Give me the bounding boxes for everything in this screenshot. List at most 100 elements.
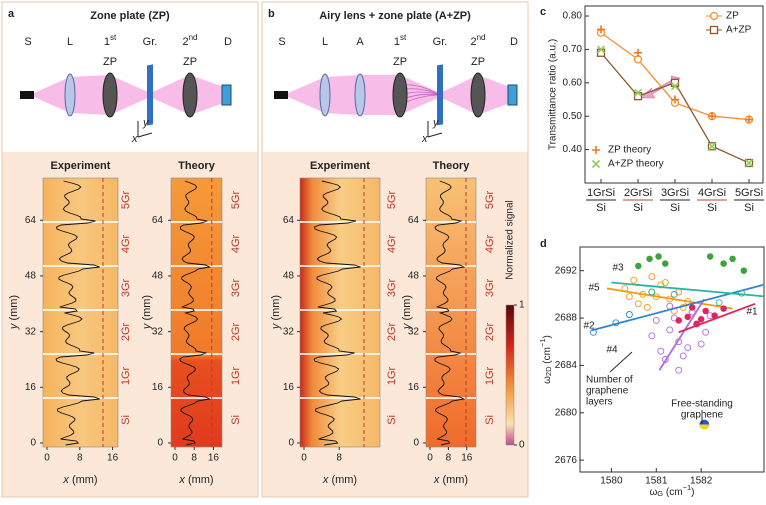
y-tick-label: 16 xyxy=(25,382,37,393)
data-point xyxy=(675,317,682,324)
layer-label: 5Gr xyxy=(230,190,242,209)
text-part: S xyxy=(24,36,31,48)
x-tick-label: 0 xyxy=(172,453,178,464)
layer-label: 4Gr xyxy=(230,234,242,253)
profile-curve xyxy=(434,180,466,446)
text-part: x xyxy=(322,474,329,486)
y-tick-label: 32 xyxy=(283,326,295,337)
text-part: ω xyxy=(649,487,657,498)
data-point xyxy=(655,253,662,260)
data-point xyxy=(671,95,679,104)
x-tick-label: 5GrSi xyxy=(735,187,763,199)
panel-letter: b xyxy=(268,8,275,20)
data-point xyxy=(625,293,633,301)
y-tick-label: 0 xyxy=(30,438,36,449)
zone-plate xyxy=(102,72,118,118)
layer-label: 3Gr xyxy=(120,278,132,297)
setup-label: Gr. xyxy=(143,36,158,48)
series-label: #5 xyxy=(588,283,600,294)
y-tick-label: 0.50 xyxy=(563,111,583,122)
data-point xyxy=(670,290,678,298)
setup-label: ZP xyxy=(471,56,485,68)
x-tick-label: 0 xyxy=(427,453,433,464)
text-part: L xyxy=(67,36,73,48)
y-tick-label: 64 xyxy=(25,215,37,226)
text-part: 2 xyxy=(470,36,476,48)
layer-label: 3Gr xyxy=(230,278,242,297)
data-point xyxy=(625,311,633,318)
detector xyxy=(507,84,518,106)
text-part: L xyxy=(322,36,328,48)
text-part: x xyxy=(62,474,69,486)
y-tick-label: 32 xyxy=(152,326,164,337)
setup-label: D xyxy=(224,36,232,48)
data-point xyxy=(706,253,714,260)
x-tick-label: 1GrSi xyxy=(587,187,615,199)
axes-icon-label: x xyxy=(131,133,138,145)
lens xyxy=(354,73,366,117)
series-label: #2 xyxy=(583,321,595,332)
data-point xyxy=(720,305,727,312)
y-tick-label: 0.80 xyxy=(563,11,583,22)
detector xyxy=(221,84,232,106)
x-sublabel: Si xyxy=(670,202,680,214)
text-part: (mm) xyxy=(439,474,468,486)
axes-icon-label: y xyxy=(142,117,150,129)
y-tick-label: 2680 xyxy=(555,407,578,418)
data-point xyxy=(643,303,651,311)
setup-label: ZP xyxy=(103,56,117,68)
text-part: (mm) xyxy=(69,474,98,486)
annotation-arrow xyxy=(609,351,633,373)
layer-label: 4Gr xyxy=(484,234,496,253)
legend-label: ZP theory xyxy=(608,145,651,156)
y-tick-label: 48 xyxy=(283,271,295,282)
layer-label: Si xyxy=(230,415,242,425)
layer-label: 5Gr xyxy=(484,190,496,209)
x-tick-label: 16 xyxy=(107,453,119,464)
x-tick-label: 3GrSi xyxy=(661,187,689,199)
data-point xyxy=(684,313,691,321)
text-part: Gr. xyxy=(433,36,448,48)
layer-label: Si xyxy=(386,415,398,425)
y-tick-label: 0 xyxy=(288,438,294,449)
text-part: Gr. xyxy=(143,36,158,48)
profile-curve xyxy=(179,180,212,446)
y-tick-label: 0.40 xyxy=(563,144,583,155)
text-part: (cm xyxy=(663,487,682,498)
data-point xyxy=(699,419,710,430)
text-part: 1 xyxy=(104,36,110,48)
y-axis-label: y (mm) xyxy=(401,295,413,330)
colorbar xyxy=(505,304,515,446)
x-tick-label: 8 xyxy=(446,453,452,464)
legend-label: A+ZP xyxy=(726,25,752,36)
text-part: ) xyxy=(542,335,553,338)
text-part: nd xyxy=(477,33,486,42)
heatmap-title: Theory xyxy=(433,160,471,172)
text-part: y xyxy=(8,322,20,330)
lens xyxy=(319,73,331,117)
setup-label: ZP xyxy=(393,56,407,68)
panel-letter: c xyxy=(540,6,546,18)
data-point xyxy=(592,146,600,154)
panel-letter: d xyxy=(540,238,547,250)
data-point xyxy=(648,273,656,281)
annotation: Free-standing xyxy=(671,399,733,410)
annotation: graphene xyxy=(586,386,629,397)
text-part: −1 xyxy=(538,338,547,347)
data-point xyxy=(702,328,710,336)
text-part: y xyxy=(401,322,413,330)
layer-label: 5Gr xyxy=(120,190,132,209)
x-sublabel: Si xyxy=(596,202,606,214)
fit-line xyxy=(591,284,764,332)
data-point xyxy=(697,315,705,323)
data-point xyxy=(646,255,653,263)
text-part: x xyxy=(433,474,440,486)
text-part: (mm) xyxy=(328,474,357,486)
text-part: st xyxy=(400,33,407,42)
data-point xyxy=(684,344,692,352)
data-point xyxy=(715,299,723,307)
panel-title: Zone plate (ZP) xyxy=(90,10,170,22)
text-part: A xyxy=(356,36,364,48)
data-point xyxy=(679,352,687,360)
data-point xyxy=(709,25,719,35)
